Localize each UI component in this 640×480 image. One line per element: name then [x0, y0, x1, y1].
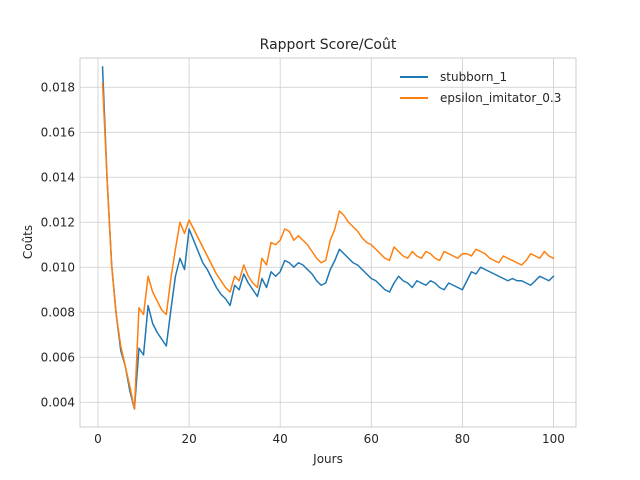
series-line-1 [101, 66, 555, 410]
legend: stubborn_1 epsilon_imitator_0.3 [400, 70, 561, 105]
y-tick-label: 0.008 [41, 305, 75, 319]
x-tick-label: 40 [273, 432, 288, 446]
y-tick-label: 0.018 [41, 80, 75, 94]
series-line-2 [101, 81, 555, 410]
series-lines [101, 66, 555, 410]
y-tick-label: 0.016 [41, 125, 75, 139]
x-tick-labels: 0 20 40 60 80 100 [94, 432, 565, 446]
y-tick-label: 0.010 [41, 260, 75, 274]
x-tick-label: 60 [364, 432, 379, 446]
x-tick-label: 20 [181, 432, 196, 446]
legend-label: stubborn_1 [440, 70, 507, 84]
legend-label: epsilon_imitator_0.3 [440, 91, 561, 105]
y-tick-label: 0.004 [41, 395, 75, 409]
plot-frame [79, 57, 577, 428]
y-tick-label: 0.006 [41, 350, 75, 364]
plot-area [80, 58, 576, 427]
grid-lines [79, 57, 577, 428]
x-axis-label: Jours [312, 452, 343, 466]
y-axis-label: Coûts [21, 225, 35, 259]
x-tick-label: 100 [542, 432, 565, 446]
x-tick-label: 80 [455, 432, 470, 446]
y-tick-labels: 0.004 0.006 0.008 0.010 0.012 0.014 0.016 0.018 [41, 80, 75, 409]
chart-title: Rapport Score/Coût [260, 37, 397, 53]
x-tick-label: 0 [94, 432, 102, 446]
y-tick-label: 0.012 [41, 215, 75, 229]
y-tick-label: 0.014 [41, 170, 75, 184]
